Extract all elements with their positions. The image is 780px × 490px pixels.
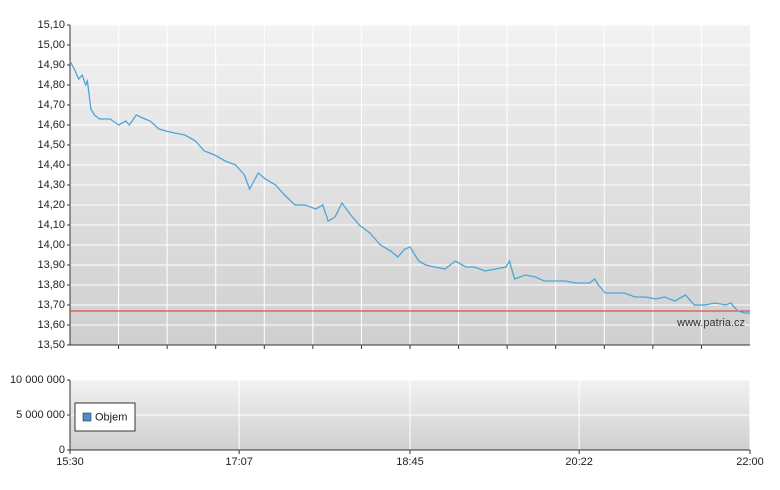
y-tick-label: 0 (59, 444, 65, 456)
y-tick-label: 14,60 (37, 119, 65, 131)
price-line (69, 60, 750, 314)
y-tick-label: 5 000 000 (16, 409, 65, 421)
y-tick-label: 13,50 (37, 339, 65, 351)
y-tick-label: 14,20 (37, 199, 65, 211)
y-tick-label: 10 000 000 (10, 374, 65, 386)
y-tick-label: 13,80 (37, 279, 65, 291)
y-tick-label: 14,70 (37, 99, 65, 111)
y-tick-label: 13,60 (37, 319, 65, 331)
x-tick-label: 20:22 (565, 456, 593, 468)
y-tick-label: 15,00 (37, 39, 65, 51)
x-tick-label: 15:30 (56, 456, 84, 468)
legend-swatch (82, 412, 92, 422)
y-tick-label: 14,10 (37, 219, 65, 231)
x-tick-label: 18:45 (396, 456, 424, 468)
y-tick-label: 14,80 (37, 79, 65, 91)
watermark: www.patria.cz (676, 317, 745, 329)
y-tick-label: 15,10 (37, 19, 65, 31)
legend-label: Objem (95, 411, 127, 423)
y-tick-label: 14,00 (37, 239, 65, 251)
y-tick-label: 14,50 (37, 139, 65, 151)
x-tick-label: 22:00 (736, 456, 764, 468)
y-tick-label: 14,90 (37, 59, 65, 71)
y-tick-label: 14,40 (37, 159, 65, 171)
y-tick-label: 13,90 (37, 259, 65, 271)
y-tick-label: 14,30 (37, 179, 65, 191)
x-tick-label: 17:07 (225, 456, 253, 468)
y-tick-label: 13,70 (37, 299, 65, 311)
legend-box (74, 402, 136, 432)
